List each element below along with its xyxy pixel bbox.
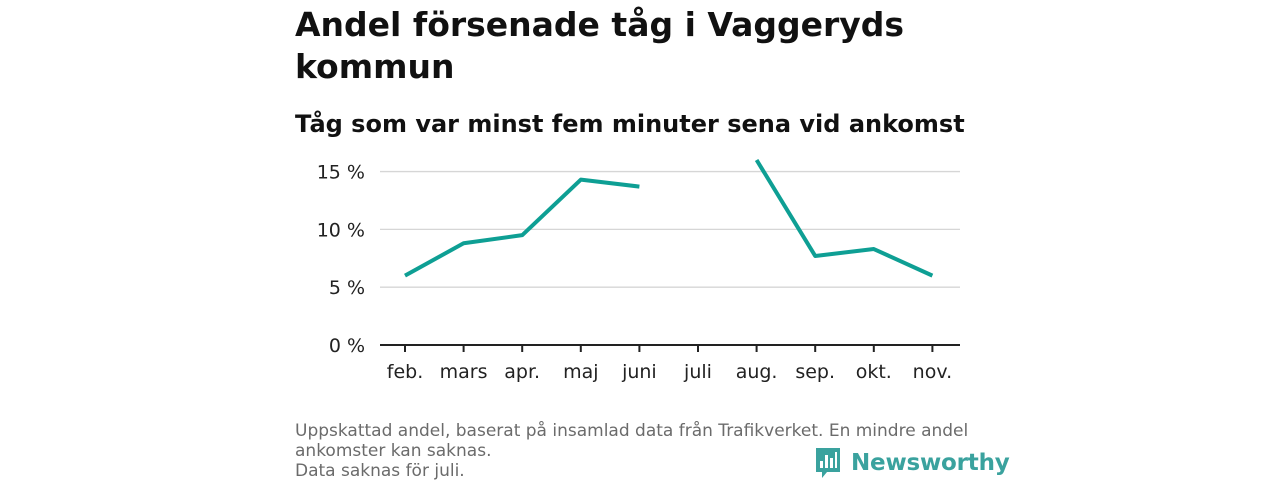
x-axis-ticks: feb. mars apr. maj juni juli aug. sep. okt. nov. [387, 345, 952, 383]
chart-subtitle: Tåg som var minst fem minuter sena vid a… [295, 110, 965, 138]
line-chart: 0 % 5 % 10 % 15 % feb. mars apr. maj juni juli au… [317, 158, 960, 383]
x-tick-label: maj [563, 361, 598, 383]
x-tick-label: aug. [736, 361, 778, 383]
series-lines [404, 158, 934, 278]
newsworthy-logo-icon [816, 448, 840, 478]
brand-name: Newsworthy [851, 450, 1010, 476]
chart-title: Andel försenade tåg i Vaggeryds kommun [295, 5, 905, 86]
series-line-segment [404, 177, 640, 278]
x-tick-label: nov. [913, 361, 952, 383]
x-tick-label: feb. [387, 361, 423, 383]
y-tick-label: 15 % [317, 162, 365, 184]
x-tick-label: okt. [856, 361, 892, 383]
y-tick-label: 0 % [329, 335, 365, 357]
x-tick-label: juni [621, 361, 657, 383]
gridlines [380, 170, 960, 346]
x-tick-label: sep. [795, 361, 835, 383]
x-tick-label: apr. [504, 361, 540, 383]
series-line-segment [754, 158, 934, 278]
y-axis-ticks: 0 % 5 % 10 % 15 % [317, 162, 365, 357]
x-tick-label: mars [440, 361, 488, 383]
footnote: Uppskattad andel, baserat på insamlad da… [295, 421, 985, 481]
brand-logo: Newsworthy [814, 446, 1010, 480]
x-tick-label: juli [683, 361, 712, 383]
footnote-missing-data: Data saknas för juli. [295, 461, 465, 481]
footnote-source: Uppskattad andel, baserat på insamlad da… [295, 421, 969, 461]
y-tick-label: 5 % [329, 277, 365, 299]
y-tick-label: 10 % [317, 219, 365, 241]
